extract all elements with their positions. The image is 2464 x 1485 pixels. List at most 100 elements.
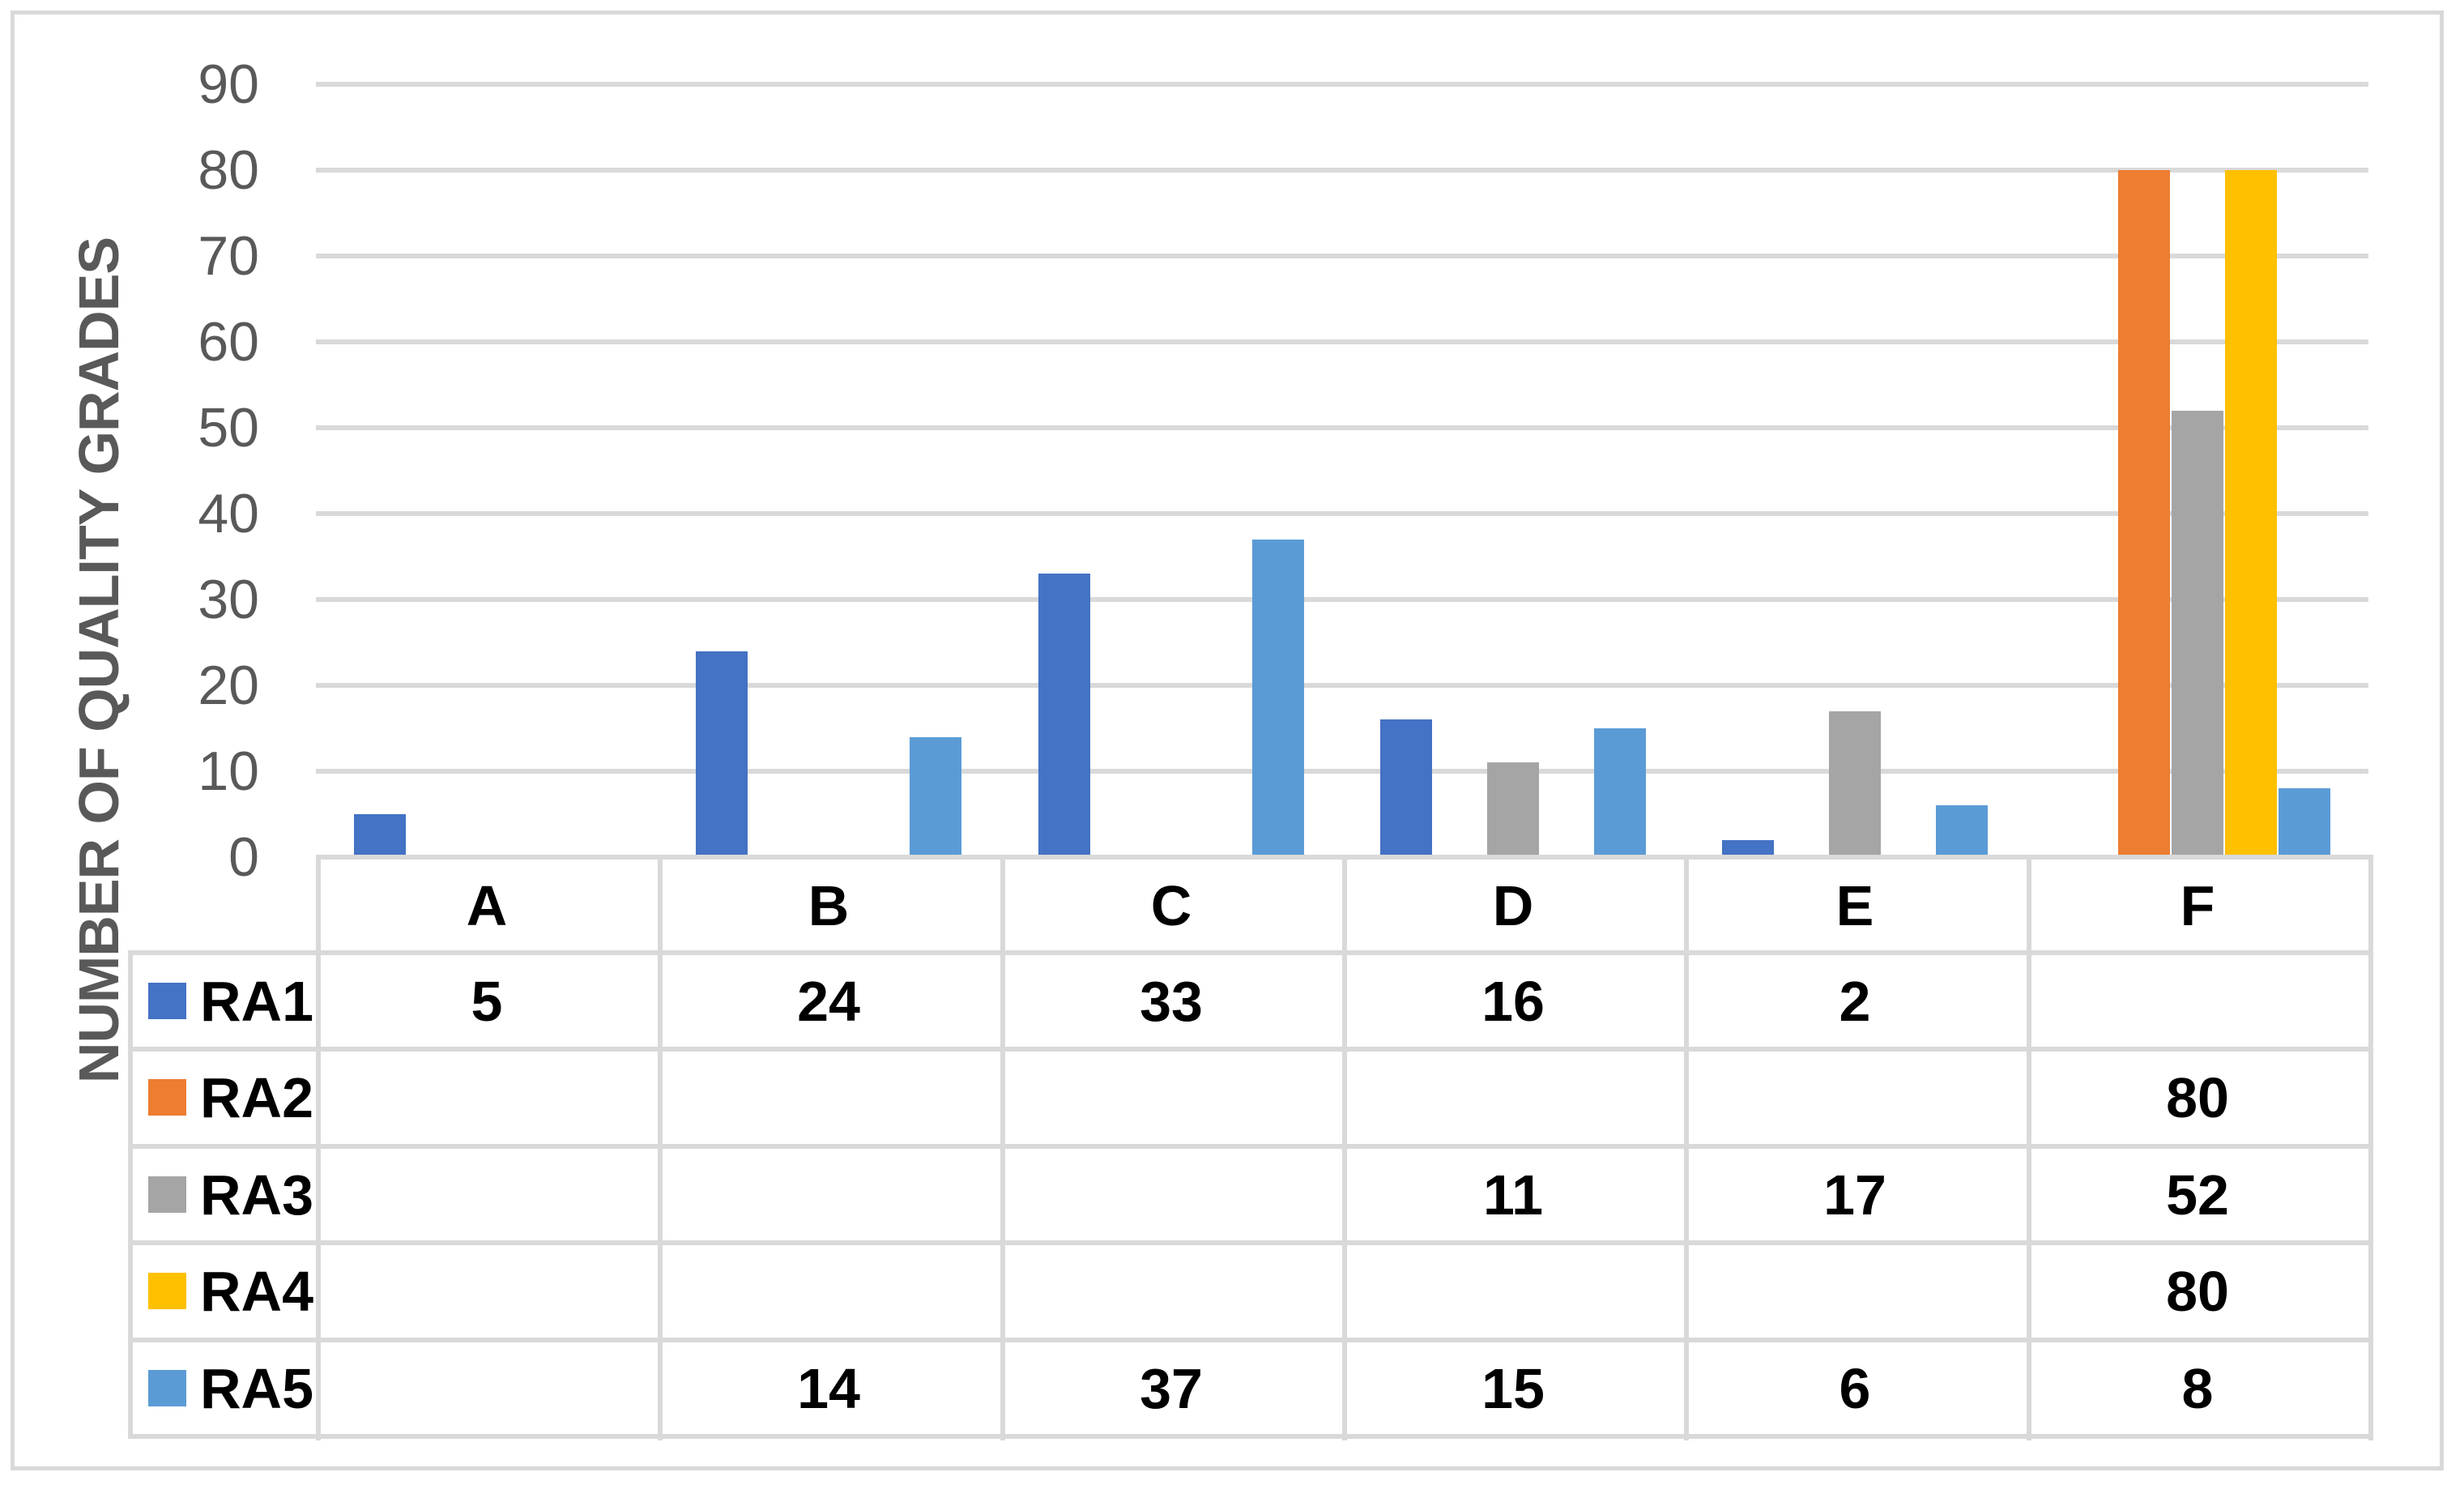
table-col-line-4 <box>1684 855 1689 1440</box>
category-header-E: E <box>1835 874 1874 937</box>
bar-RA4-F <box>2225 170 2277 857</box>
gridline-60 <box>316 339 2368 344</box>
gridline-70 <box>316 254 2368 258</box>
legend-cell-RA3: RA3 <box>128 1149 316 1240</box>
table-cell-RA1-E: 2 <box>1839 969 1871 1033</box>
table-cell-RA1-D: 16 <box>1481 969 1545 1033</box>
table-cell-RA3-C <box>1000 1149 1342 1240</box>
table-cell-RA5-A <box>316 1342 658 1434</box>
table-cell-RA4-F: 80 <box>2166 1259 2229 1323</box>
table-cell-RA4-B <box>658 1245 1000 1337</box>
bar-RA1-A <box>354 814 406 857</box>
series-name-RA4: RA4 <box>200 1259 314 1323</box>
table-cell-RA2-B <box>658 1052 1000 1143</box>
table-legend-left-line <box>128 950 133 1439</box>
bar-RA2-F <box>2118 170 2170 857</box>
category-header-A: A <box>466 874 508 937</box>
table-col-line-5 <box>2027 855 2031 1440</box>
legend-cell-RA5: RA5 <box>128 1342 316 1434</box>
table-cell-RA2-D <box>1342 1052 1684 1143</box>
table-cell-RA1-A: 5 <box>471 969 503 1033</box>
table-col-line-1 <box>658 855 663 1440</box>
gridline-20 <box>316 683 2368 688</box>
legend-swatch-RA5 <box>148 1370 186 1406</box>
table-cell-RA2-E <box>1684 1052 2026 1143</box>
table-col-line-2 <box>1000 855 1005 1440</box>
series-name-RA1: RA1 <box>200 969 314 1033</box>
category-header-B: B <box>808 874 850 937</box>
table-row-line-0 <box>128 950 2373 955</box>
y-tick-label-40: 40 <box>198 483 259 544</box>
table-col-line-6 <box>2368 855 2373 1440</box>
legend-swatch-RA1 <box>148 983 186 1019</box>
table-col-line-3 <box>1342 855 1347 1440</box>
table-row-line-3 <box>128 1240 2373 1245</box>
bar-RA3-D <box>1487 762 1539 857</box>
bar-RA3-F <box>2172 411 2223 857</box>
gridline-50 <box>316 425 2368 430</box>
y-tick-label-10: 10 <box>198 740 259 802</box>
series-name-RA3: RA3 <box>200 1163 314 1227</box>
bar-RA1-C <box>1038 574 1090 857</box>
bar-RA1-E <box>1722 840 1774 857</box>
series-name-RA5: RA5 <box>200 1356 314 1420</box>
chart-outer-border <box>11 11 2444 1470</box>
category-header-D: D <box>1492 874 1534 937</box>
table-cell-RA2-F: 80 <box>2166 1065 2229 1129</box>
table-cell-RA4-D <box>1342 1245 1684 1337</box>
y-tick-label-50: 50 <box>198 397 259 459</box>
legend-cell-RA4: RA4 <box>128 1245 316 1337</box>
bar-RA5-C <box>1252 540 1304 857</box>
series-name-RA2: RA2 <box>200 1065 314 1129</box>
y-tick-label-0: 0 <box>228 826 259 888</box>
table-col-line-0 <box>316 855 321 1440</box>
gridline-80 <box>316 168 2368 173</box>
y-tick-label-20: 20 <box>198 655 259 716</box>
table-row-line-2 <box>128 1144 2373 1149</box>
y-tick-label-90: 90 <box>198 53 259 115</box>
table-cell-RA5-D: 15 <box>1481 1356 1545 1420</box>
bar-RA3-E <box>1829 711 1881 857</box>
bar-RA5-F <box>2279 788 2330 857</box>
legend-swatch-RA3 <box>148 1176 186 1213</box>
legend-swatch-RA2 <box>148 1079 186 1116</box>
table-cell-RA3-E: 17 <box>1823 1163 1886 1227</box>
table-cell-RA3-A <box>316 1149 658 1240</box>
gridline-10 <box>316 769 2368 774</box>
gridline-90 <box>316 82 2368 87</box>
table-cell-RA5-B: 14 <box>797 1356 860 1420</box>
category-header-C: C <box>1150 874 1192 937</box>
table-row-line-4 <box>128 1338 2373 1342</box>
table-cell-RA1-F <box>2027 955 2368 1047</box>
table-cell-RA4-C <box>1000 1245 1342 1337</box>
bar-RA1-D <box>1380 719 1432 857</box>
table-row-line-5 <box>128 1434 2373 1439</box>
table-cell-RA4-A <box>316 1245 658 1337</box>
gridline-30 <box>316 597 2368 602</box>
legend-cell-RA2: RA2 <box>128 1052 316 1143</box>
y-tick-label-60: 60 <box>198 311 259 373</box>
table-cell-RA3-B <box>658 1149 1000 1240</box>
table-row-line-1 <box>128 1047 2373 1052</box>
gridline-40 <box>316 511 2368 516</box>
table-cell-RA5-F: 8 <box>2181 1356 2214 1420</box>
legend-swatch-RA4 <box>148 1273 186 1309</box>
y-tick-label-70: 70 <box>198 225 259 287</box>
table-cell-RA2-A <box>316 1052 658 1143</box>
table-cell-RA5-E: 6 <box>1839 1356 1871 1420</box>
bar-RA5-D <box>1594 728 1646 857</box>
category-header-F: F <box>2180 874 2215 937</box>
y-tick-label-30: 30 <box>198 569 259 630</box>
table-cell-RA2-C <box>1000 1052 1342 1143</box>
table-cell-RA3-F: 52 <box>2166 1163 2229 1227</box>
table-cell-RA3-D: 11 <box>1483 1163 1543 1227</box>
legend-cell-RA1: RA1 <box>128 955 316 1047</box>
table-cell-RA1-C: 33 <box>1140 969 1203 1033</box>
bar-RA5-E <box>1936 805 1988 857</box>
table-cell-RA4-E <box>1684 1245 2026 1337</box>
table-cell-RA5-C: 37 <box>1140 1356 1203 1420</box>
table-cell-RA1-B: 24 <box>797 969 860 1033</box>
y-tick-label-80: 80 <box>198 139 259 201</box>
bar-RA5-B <box>910 737 961 857</box>
